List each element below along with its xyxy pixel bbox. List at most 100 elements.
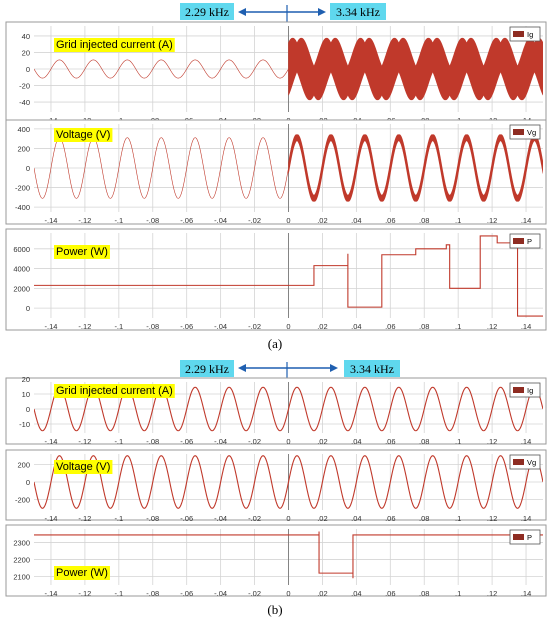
x-tick-label: -.1 [114, 437, 123, 446]
freq-before-highlight-a [180, 3, 234, 20]
y-tick-label: -40 [19, 98, 30, 107]
caption-a: (a) [268, 336, 282, 351]
chart-panel-a_current: -.14-.12-.1-.08-.06-.04-.020.02.04.06.08… [5, 21, 547, 125]
x-tick-label: -.04 [214, 437, 227, 446]
chart-panel-b_current: -.14 -.12 -.1 -.08 -.06 -.04 -.02 0 .02 .04 .06 .08… [5, 375, 547, 446]
legend-label: Ig [527, 386, 533, 395]
x-tick-label: .14 [521, 322, 531, 331]
x-tick-label: -.14 [44, 216, 57, 225]
panel-title-highlight [54, 384, 175, 398]
plot-panels: -.14 -.12 -.1 -.08 -.06 -.04 -.02 0 .02 .04 .06 .08… [5, 21, 547, 598]
legend-swatch [513, 459, 524, 465]
series-line-ig [34, 386, 543, 432]
x-tick-label: -.04 [214, 514, 227, 523]
legend-label: Vg [527, 128, 536, 137]
panel-title-highlight [54, 566, 110, 580]
x-tick-label: -.04 [214, 322, 227, 331]
panel-title: Power (W) [56, 246, 108, 258]
x-tick-label: .02 [317, 322, 327, 331]
x-tick-label: .14 [521, 589, 531, 598]
x-tick-label: -.06 [180, 589, 193, 598]
freq-before-label-b: 2.29 kHz [185, 362, 229, 376]
x-tick-label: -.08 [146, 514, 159, 523]
legend-label: Ig [527, 30, 533, 39]
x-tick-label: -.08 [146, 216, 159, 225]
series-line-p [34, 531, 543, 579]
y-tick-label: 20 [22, 48, 30, 57]
x-tick-label: .12 [487, 216, 497, 225]
x-tick-label: -.14 [44, 514, 57, 523]
x-tick-label: -.08 [146, 322, 159, 331]
freq-after-highlight-b [344, 360, 400, 377]
x-tick-label: .1 [455, 216, 461, 225]
x-tick-label: -.02 [248, 437, 261, 446]
x-tick-label: .04 [351, 216, 361, 225]
x-tick-label: .04 [351, 437, 361, 446]
x-tick-label: -.08 [146, 437, 159, 446]
x-tick-label: .08 [419, 514, 429, 523]
annotation-b: 2.29 kHz 3.34 kHz [180, 360, 400, 380]
panel-title: Grid injected current (A) [56, 385, 173, 397]
x-tick-label: .1 [455, 589, 461, 598]
x-tick-label: .06 [385, 589, 395, 598]
y-tick-label: 0 [26, 65, 30, 74]
legend-swatch [513, 129, 524, 135]
x-tick-label: .04 [351, 589, 361, 598]
x-tick-label: -.06 [180, 514, 193, 523]
x-tick-label: 0 [286, 437, 290, 446]
x-tick-label: -.06 [180, 216, 193, 225]
legend-box [509, 454, 541, 470]
legend-label: Vg [527, 458, 536, 467]
arrow-head-left-a [238, 8, 246, 16]
y-tick-label: -20 [19, 82, 30, 91]
y-tick-label: 0 [26, 164, 30, 173]
x-tick-label: -.12 [78, 322, 91, 331]
series-line-vg [34, 455, 543, 509]
x-tick-label: .06 [385, 216, 395, 225]
x-tick-label: .08 [419, 322, 429, 331]
x-tick-label: .12 [487, 589, 497, 598]
legend-swatch [513, 534, 524, 540]
chart-panel-b_voltage: -.14 -.12 -.1 -.08 -.06 -.04 -.02 0 .02 .04 .06 .08… [5, 449, 547, 523]
legend-box [509, 124, 541, 140]
panel-frame [5, 228, 547, 331]
arrow-head-right-a [318, 8, 326, 16]
x-tick-label: -.14 [44, 437, 57, 446]
x-tick-label: -.12 [78, 437, 91, 446]
legend-swatch [513, 238, 524, 244]
chart-panel-a_power: -.14 -.12 -.1 -.08 -.06 -.04 -.02 0 .02 .04 .06 .08… [5, 228, 547, 331]
legend-label: P [527, 237, 532, 246]
x-tick-label: 0 [286, 322, 290, 331]
x-tick-label: -.1 [114, 589, 123, 598]
x-tick-label: -.12 [78, 216, 91, 225]
y-tick-label: 0 [26, 304, 30, 313]
x-tick-label: .1 [455, 437, 461, 446]
legend-box [509, 529, 541, 545]
x-tick-label: .14 [521, 437, 531, 446]
y-tick-label: 20 [22, 375, 30, 384]
arrow-head-left-b [238, 364, 246, 372]
caption-b: (b) [267, 602, 282, 617]
x-tick-label: .08 [419, 589, 429, 598]
x-tick-label: -.04 [214, 589, 227, 598]
freq-after-label-b: 3.34 kHz [350, 362, 394, 376]
y-tick-label: -200 [15, 496, 30, 505]
x-tick-label: .02 [317, 589, 327, 598]
x-tick-label: .02 [317, 514, 327, 523]
annotation-a: 2.29 kHz 3.34 kHz [180, 3, 386, 26]
y-tick-label: 40 [22, 32, 30, 41]
x-tick-label: -.1 [114, 514, 123, 523]
y-tick-label: 0 [26, 478, 30, 487]
freq-before-label-a: 2.29 kHz [185, 5, 229, 19]
x-tick-label: .14 [521, 216, 531, 225]
x-tick-label: .06 [385, 437, 395, 446]
y-tick-label: 0 [26, 405, 30, 414]
x-tick-label: -.02 [248, 589, 261, 598]
panel-title: Grid injected current (A) [56, 39, 173, 51]
panel-title: Voltage (V) [56, 129, 110, 141]
y-tick-label: 2200 [13, 556, 30, 565]
x-tick-label: -.14 [44, 322, 57, 331]
x-tick-label: 0 [286, 216, 290, 225]
legend-swatch [513, 387, 524, 393]
